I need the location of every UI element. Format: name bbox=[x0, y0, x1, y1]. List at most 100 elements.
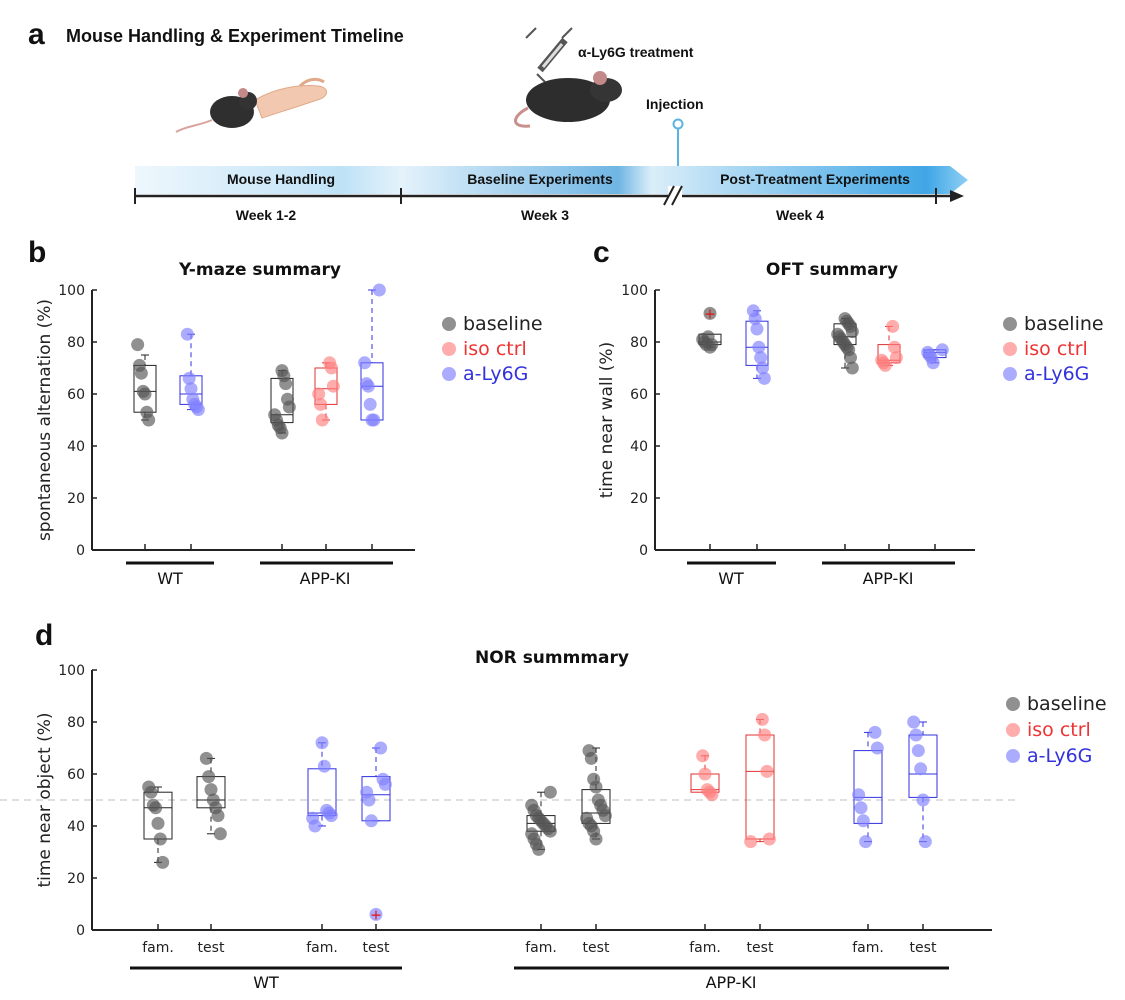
legend-marker bbox=[1006, 697, 1020, 711]
data-point bbox=[144, 785, 158, 799]
data-point bbox=[845, 361, 859, 375]
data-point bbox=[153, 832, 167, 846]
box-ly6g bbox=[306, 736, 338, 833]
phase-tick-label: fam. bbox=[525, 940, 557, 956]
box-baseline bbox=[525, 785, 557, 856]
data-point bbox=[935, 343, 949, 357]
outlier-point bbox=[369, 907, 383, 921]
outlier-marker: + bbox=[370, 907, 382, 923]
week-label: Week 3 bbox=[521, 207, 569, 223]
data-point bbox=[844, 351, 857, 365]
data-point bbox=[204, 783, 218, 797]
data-point bbox=[358, 356, 372, 370]
box-iso bbox=[744, 712, 776, 849]
data-point bbox=[191, 403, 205, 417]
data-point bbox=[868, 725, 882, 739]
box-baseline: + bbox=[696, 306, 722, 354]
legend-label: baseline bbox=[463, 313, 543, 335]
y-axis-label: time near wall (%) bbox=[597, 342, 617, 498]
data-point bbox=[362, 793, 376, 807]
y-tick-label: 60 bbox=[67, 387, 85, 403]
data-point bbox=[911, 744, 925, 758]
data-point bbox=[138, 387, 152, 401]
y-tick-label: 40 bbox=[67, 439, 85, 455]
box-iqr bbox=[143, 791, 173, 840]
group-label: APP-KI bbox=[863, 569, 914, 588]
data-point bbox=[151, 816, 165, 830]
data-point bbox=[314, 397, 327, 411]
data-point bbox=[282, 400, 296, 414]
data-point bbox=[325, 361, 338, 375]
phase-label: Mouse Handling bbox=[227, 171, 335, 187]
data-point bbox=[312, 387, 326, 401]
oft-chart: c OFT summary 0 20 40 60 80 100 time near wall (… bbox=[593, 236, 1104, 588]
data-point bbox=[750, 322, 764, 336]
data-point bbox=[926, 356, 940, 370]
group-label: APP-KI bbox=[706, 973, 757, 992]
data-point bbox=[748, 312, 762, 326]
legend-marker bbox=[1003, 317, 1017, 331]
data-point bbox=[870, 741, 884, 755]
data-point bbox=[756, 361, 769, 375]
legend-marker bbox=[442, 367, 456, 381]
phase-tick-label: fam. bbox=[142, 940, 174, 956]
data-point bbox=[754, 351, 768, 365]
y-tick-label: 0 bbox=[76, 543, 85, 559]
y-tick-label: 80 bbox=[67, 335, 85, 351]
data-point bbox=[315, 736, 329, 750]
data-point bbox=[142, 413, 156, 427]
data-point bbox=[317, 759, 331, 773]
legend-label: iso ctrl bbox=[463, 338, 527, 360]
group-label: WT bbox=[253, 973, 279, 992]
data-point bbox=[909, 728, 923, 742]
legend-label: a-Ly6G bbox=[1024, 363, 1089, 385]
box-ly6g bbox=[907, 715, 938, 849]
data-point bbox=[758, 728, 772, 742]
group-label: APP-KI bbox=[300, 569, 351, 588]
data-point bbox=[856, 814, 870, 828]
legend-label: baseline bbox=[1027, 693, 1107, 715]
box-iso bbox=[875, 319, 903, 372]
data-point bbox=[199, 751, 213, 765]
legend-marker bbox=[1006, 723, 1020, 737]
chart-title: NOR summmary bbox=[475, 648, 629, 668]
phase-label: Post-Treatment Experiments bbox=[720, 171, 910, 187]
data-point bbox=[275, 426, 289, 440]
box-ly6g bbox=[921, 343, 949, 370]
data-point bbox=[202, 770, 216, 784]
y-axis-label: time near object (%) bbox=[35, 712, 55, 887]
y-axis-label: spontaneous alternation (%) bbox=[35, 299, 55, 541]
data-point bbox=[907, 715, 921, 729]
data-point bbox=[916, 793, 930, 807]
box-ly6g bbox=[358, 283, 386, 427]
phase-tick-label: test bbox=[583, 940, 610, 956]
group-label: WT bbox=[718, 569, 744, 588]
data-point bbox=[543, 824, 557, 838]
data-point bbox=[760, 764, 774, 778]
box-ly6g bbox=[179, 327, 205, 417]
y-tick-label: 0 bbox=[639, 543, 648, 559]
data-point bbox=[852, 788, 866, 802]
phase-tick-label: test bbox=[363, 940, 390, 956]
data-point bbox=[888, 340, 901, 354]
data-point bbox=[696, 749, 710, 763]
y-tick-label: 20 bbox=[630, 491, 648, 507]
box-iso bbox=[690, 749, 720, 802]
data-point bbox=[705, 788, 719, 802]
legend-label: a-Ly6G bbox=[463, 363, 528, 385]
legend-marker bbox=[442, 342, 456, 356]
timeline-band bbox=[135, 166, 968, 194]
data-point bbox=[372, 283, 386, 297]
y-tick-label: 60 bbox=[630, 387, 648, 403]
legend-marker bbox=[1006, 749, 1020, 763]
panel-label-a: a bbox=[28, 18, 45, 51]
data-point bbox=[134, 366, 148, 380]
box-baseline bbox=[268, 364, 296, 440]
y-tick-label: 100 bbox=[58, 663, 85, 679]
timeline-panel: a Mouse Handling & Experiment Timeline α… bbox=[28, 18, 968, 223]
data-point bbox=[326, 379, 340, 393]
data-point bbox=[156, 855, 170, 869]
y-tick-label: 20 bbox=[67, 871, 85, 887]
nor-chart: d NOR summmary 0 20 40 60 80 100 time near objec… bbox=[0, 619, 1107, 992]
